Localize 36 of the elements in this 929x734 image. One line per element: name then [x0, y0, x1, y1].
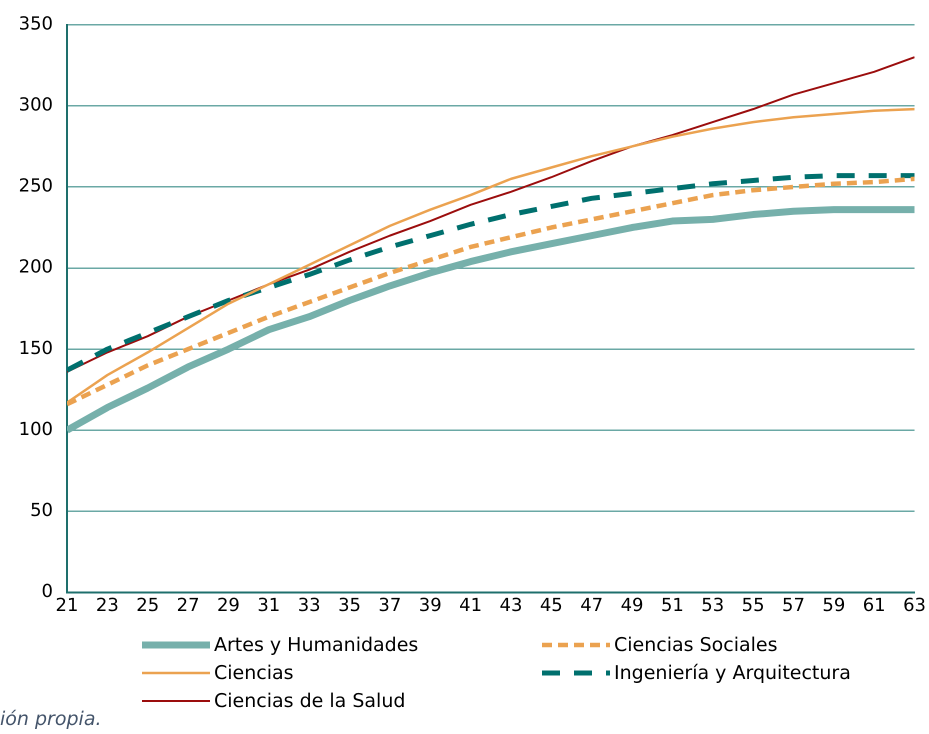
x-tick-label: 39: [418, 594, 442, 616]
x-tick-label: 55: [742, 594, 765, 616]
x-tick-label: 25: [136, 594, 160, 616]
text: ión propia.: [0, 708, 102, 730]
x-tick-label: 37: [378, 594, 402, 616]
y-tick-label: 200: [18, 256, 53, 278]
x-tick-label: 45: [540, 594, 563, 616]
x-tick-label: 29: [216, 594, 240, 616]
legend-label: Ciencias Sociales: [614, 634, 778, 656]
y-tick-label: 250: [18, 176, 53, 197]
x-tick-label: 49: [620, 594, 644, 616]
x-tick-label: 27: [176, 594, 200, 616]
x-tick-label: 63: [903, 594, 926, 616]
y-tick-label: 300: [18, 94, 53, 116]
legend-label: Ingeniería y Arquitectura: [614, 662, 851, 684]
y-tick-label: 350: [18, 13, 53, 34]
y-tick-label: 150: [18, 338, 53, 359]
x-tick-label: 57: [782, 594, 805, 616]
x-tick-label: 41: [459, 594, 482, 616]
x-tick-label: 59: [822, 594, 846, 616]
x-tick-label: 33: [298, 594, 321, 616]
legend-label: Artes y Humanidades: [214, 634, 418, 656]
x-tick-label: 31: [257, 594, 280, 616]
y-tick-label: 50: [30, 500, 53, 521]
x-tick-label: 61: [862, 594, 886, 616]
x-tick-label: 23: [96, 594, 119, 616]
x-tick-label: 53: [701, 594, 724, 616]
y-tick-label: 100: [18, 418, 53, 440]
x-tick-label: 35: [338, 594, 361, 616]
y-tick-label: 0: [42, 581, 53, 602]
legend-label: Ciencias de la Salud: [214, 690, 406, 712]
x-tick-label: 43: [500, 594, 522, 616]
x-tick-label: 21: [56, 594, 78, 616]
legend-label: Ciencias: [214, 662, 294, 684]
x-tick-label: 51: [660, 594, 684, 616]
x-tick-label: 47: [580, 594, 604, 616]
